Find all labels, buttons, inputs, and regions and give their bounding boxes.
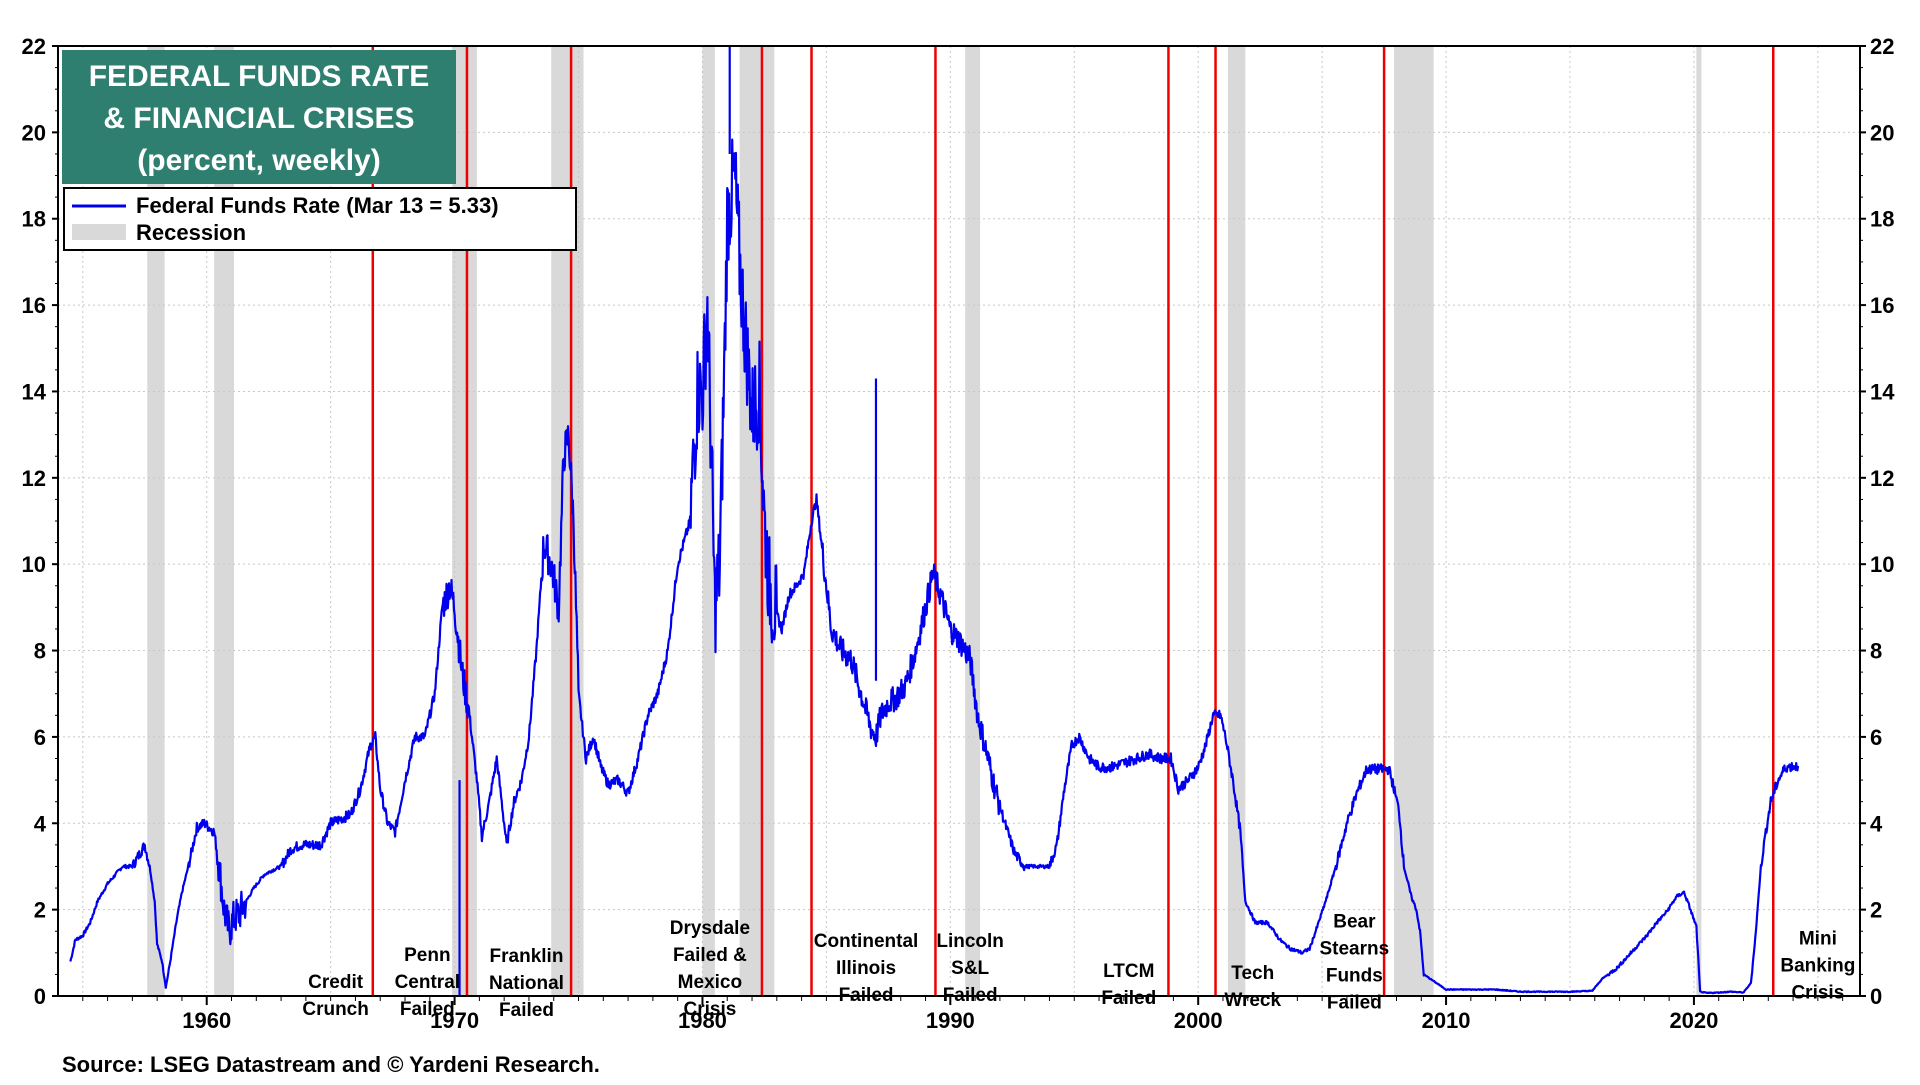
y-tick-label-left: 14: [22, 379, 47, 404]
crisis-label-line: Failed: [1327, 992, 1382, 1013]
x-tick-label: 1980: [678, 1008, 727, 1033]
chart-title-line-3: (percent, weekly): [137, 144, 380, 177]
title-background: [62, 50, 456, 184]
crisis-label-line: Banking: [1780, 956, 1855, 977]
recession-bands: [147, 46, 1702, 996]
y-tick-label-left: 16: [22, 293, 46, 318]
crisis-label-line: Illinois: [836, 958, 896, 979]
chart-title-line-1: FEDERAL FUNDS RATE: [89, 60, 430, 93]
y-tick-label-right: 2: [1870, 898, 1882, 923]
crisis-label-line: LTCM: [1103, 961, 1154, 982]
series-layer: [69, 46, 1800, 996]
crisis-label-line: Wreck: [1224, 990, 1281, 1011]
y-tick-label-left: 10: [22, 552, 46, 577]
recession-band: [702, 46, 715, 996]
recession-band: [1696, 46, 1702, 996]
x-tick-label: 2000: [1174, 1008, 1223, 1033]
x-tick-label: 2020: [1669, 1008, 1718, 1033]
y-tick-label-right: 20: [1870, 120, 1894, 145]
legend-label-recession: Recession: [136, 220, 246, 245]
crisis-labels: Credit Crunch Penn Central Failed Franklin Nat…: [302, 911, 1855, 1021]
y-tick-label-left: 8: [34, 639, 46, 664]
y-tick-label-right: 16: [1870, 293, 1894, 318]
chart-title-line-2: & FINANCIAL CRISES: [103, 102, 414, 135]
crisis-label-line: Credit: [308, 972, 364, 993]
crisis-label-line: S&L: [951, 958, 989, 979]
y-tick-label-right: 14: [1870, 379, 1895, 404]
y-tick-label-right: 6: [1870, 725, 1882, 750]
crisis-label-line: Central: [395, 972, 460, 993]
chart-title-box: FEDERAL FUNDS RATE & FINANCIAL CRISES (p…: [62, 50, 456, 184]
y-tick-label-right: 4: [1870, 811, 1883, 836]
y-tick-label-right: 8: [1870, 639, 1882, 664]
crisis-label-line: Lincoln: [936, 931, 1004, 952]
y-tick-label-right: 0: [1870, 984, 1882, 1009]
crisis-label-line: Failed: [943, 985, 998, 1006]
x-tick-label: 1970: [430, 1008, 479, 1033]
recession-band: [1394, 46, 1434, 996]
legend-box: [63, 187, 577, 251]
y-tick-label-right: 10: [1870, 552, 1894, 577]
crisis-label-line: Tech: [1231, 963, 1274, 984]
recession-band: [214, 46, 234, 996]
y-tick-label-right: 18: [1870, 207, 1894, 232]
crisis-label-line: Failed: [839, 985, 894, 1006]
y-tick-label-left: 12: [22, 466, 46, 491]
source-note: Source: LSEG Datastream and © Yardeni Re…: [62, 1052, 600, 1077]
x-tick-label: 2010: [1422, 1008, 1471, 1033]
crisis-label-line: Penn: [404, 945, 450, 966]
y-tick-label-left: 0: [34, 984, 46, 1009]
crisis-label-line: Franklin: [490, 946, 564, 967]
crisis-label-line: Failed &: [673, 945, 747, 966]
series-line-federal-funds-rate: [69, 138, 1800, 995]
crisis-label-line: Bear: [1333, 911, 1376, 932]
x-tick-label: 1990: [926, 1008, 975, 1033]
crisis-label-line: Continental: [814, 931, 919, 952]
y-tick-label-right: 12: [1870, 466, 1894, 491]
crisis-label-line: Mexico: [678, 972, 742, 993]
crisis-label-line: Failed: [1101, 988, 1156, 1009]
legend-recession-swatch: [72, 224, 126, 240]
crisis-label-line: Failed: [400, 999, 455, 1020]
crisis-label-line: Stearns: [1319, 938, 1389, 959]
crisis-label-line: National: [489, 973, 564, 994]
recession-band: [739, 46, 775, 996]
legend-label-federal-funds-rate: Federal Funds Rate (Mar 13 = 5.33): [136, 193, 499, 218]
y-tick-label-right: 22: [1870, 34, 1894, 59]
y-tick-label-left: 22: [22, 34, 46, 59]
y-tick-label-left: 2: [34, 898, 46, 923]
y-tick-label-left: 20: [22, 120, 46, 145]
x-tick-label: 1960: [182, 1008, 231, 1033]
crisis-label-line: Funds: [1326, 965, 1383, 986]
crisis-label-line: Drysdale: [670, 918, 750, 939]
y-tick-label-left: 6: [34, 725, 46, 750]
crisis-label-line: Mini: [1799, 929, 1837, 950]
y-tick-label-left: 18: [22, 207, 46, 232]
recession-band: [965, 46, 981, 996]
recession-band: [1227, 46, 1246, 996]
y-tick-label-left: 4: [34, 811, 47, 836]
crisis-label-line: Crunch: [302, 999, 369, 1020]
crisis-label-line: Failed: [499, 1000, 554, 1021]
crisis-label-line: Crisis: [683, 999, 736, 1020]
crisis-label-line: Crisis: [1791, 983, 1844, 1004]
recession-band: [147, 46, 165, 996]
legend: Federal Funds Rate (Mar 13 = 5.33) Reces…: [63, 187, 577, 251]
